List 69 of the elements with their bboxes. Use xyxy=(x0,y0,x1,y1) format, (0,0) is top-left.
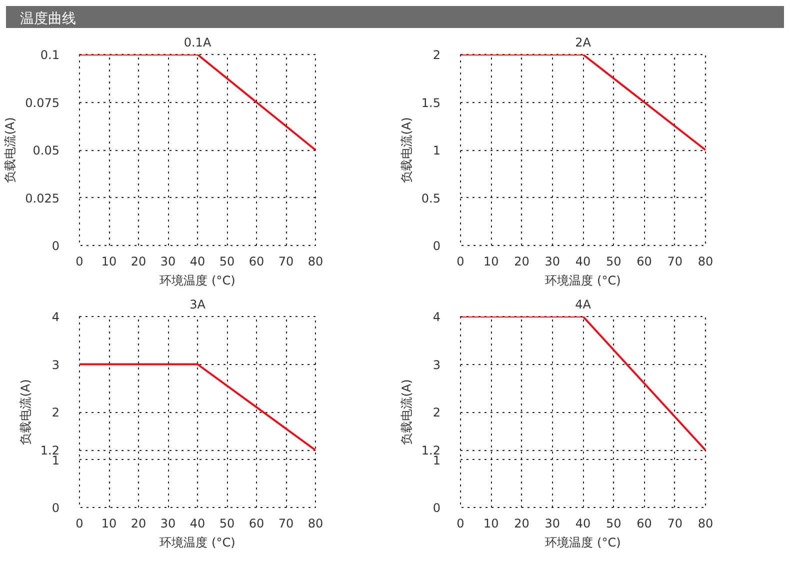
x-tick-label: 40 xyxy=(575,516,591,530)
y-tick-label: 2 xyxy=(432,406,441,420)
x-tick-label: 70 xyxy=(278,254,294,268)
x-tick-label: 70 xyxy=(667,516,683,530)
y-tick-label: 2 xyxy=(432,48,441,62)
x-tick-label: 50 xyxy=(606,254,622,268)
chart-title: 3A xyxy=(190,298,206,312)
x-tick-label: 30 xyxy=(544,254,560,268)
y-tick-label: 3 xyxy=(52,358,60,372)
x-tick-label: 60 xyxy=(248,254,264,268)
x-tick-label: 10 xyxy=(101,516,117,530)
x-tick-label: 20 xyxy=(130,516,146,530)
x-tick-label: 20 xyxy=(514,254,530,268)
y-tick-label: 0.1 xyxy=(40,48,60,62)
x-tick-label: 0 xyxy=(76,516,84,530)
chart-title: 2A xyxy=(575,36,592,50)
y-axis-title: 负载电流(A) xyxy=(399,117,414,183)
x-tick-label: 50 xyxy=(606,516,622,530)
y-tick-label: 1 xyxy=(432,144,441,158)
x-tick-label: 60 xyxy=(248,516,264,530)
x-tick-label: 60 xyxy=(636,516,652,530)
x-tick-label: 70 xyxy=(278,516,294,530)
y-tick-label: 2 xyxy=(52,406,60,420)
x-axis-title: 环境温度 (°C) xyxy=(545,536,621,550)
x-tick-label: 30 xyxy=(544,516,560,530)
x-tick-label: 20 xyxy=(130,254,146,268)
y-tick-label: 3 xyxy=(432,358,441,372)
text: 温度曲线 xyxy=(20,10,76,29)
y-tick-label: 1 xyxy=(432,453,441,468)
y-tick-label: 0.05 xyxy=(32,144,60,158)
x-axis-title: 环境温度 (°C) xyxy=(160,274,236,288)
x-tick-label: 30 xyxy=(160,516,176,530)
x-tick-label: 40 xyxy=(575,254,591,268)
x-tick-label: 0 xyxy=(76,254,84,268)
y-tick-label: 0.025 xyxy=(25,191,60,206)
x-tick-label: 40 xyxy=(190,516,206,530)
y-tick-label: 0 xyxy=(432,501,441,515)
y-axis-title: 负载电流(A) xyxy=(18,379,32,445)
x-tick-label: 70 xyxy=(667,254,683,268)
x-tick-label: 60 xyxy=(636,254,652,268)
chart-title: 4A xyxy=(575,298,592,312)
x-tick-label: 50 xyxy=(219,516,235,530)
y-tick-label: 0 xyxy=(52,501,60,515)
x-tick-label: 80 xyxy=(698,516,714,530)
y-tick-label: 4 xyxy=(432,310,441,324)
y-tick-label: 0 xyxy=(432,239,441,253)
x-tick-label: 10 xyxy=(101,254,117,268)
x-tick-label: 40 xyxy=(190,254,206,268)
x-tick-label: 80 xyxy=(308,516,324,530)
x-axis-title: 环境温度 (°C) xyxy=(160,536,236,550)
y-tick-label: 0.5 xyxy=(421,191,441,206)
x-tick-label: 50 xyxy=(219,254,235,268)
x-tick-label: 10 xyxy=(483,516,499,530)
x-tick-label: 80 xyxy=(308,254,324,268)
y-tick-label: 4 xyxy=(52,310,60,324)
y-tick-label: 0 xyxy=(52,239,60,253)
chart-title: 0.1A xyxy=(184,36,212,50)
x-tick-label: 80 xyxy=(698,254,714,268)
y-tick-label: 0.075 xyxy=(25,96,60,110)
y-axis-title: 负载电流(A) xyxy=(3,117,18,183)
y-tick-label: 1 xyxy=(52,453,60,468)
x-axis-title: 环境温度 (°C) xyxy=(545,274,621,288)
x-tick-label: 30 xyxy=(160,254,176,268)
x-tick-label: 10 xyxy=(483,254,499,268)
x-tick-label: 0 xyxy=(456,516,464,530)
y-tick-label: 1.5 xyxy=(421,96,441,110)
x-tick-label: 0 xyxy=(456,254,464,268)
x-tick-label: 20 xyxy=(514,516,530,530)
y-axis-title: 负载电流(A) xyxy=(399,379,414,445)
